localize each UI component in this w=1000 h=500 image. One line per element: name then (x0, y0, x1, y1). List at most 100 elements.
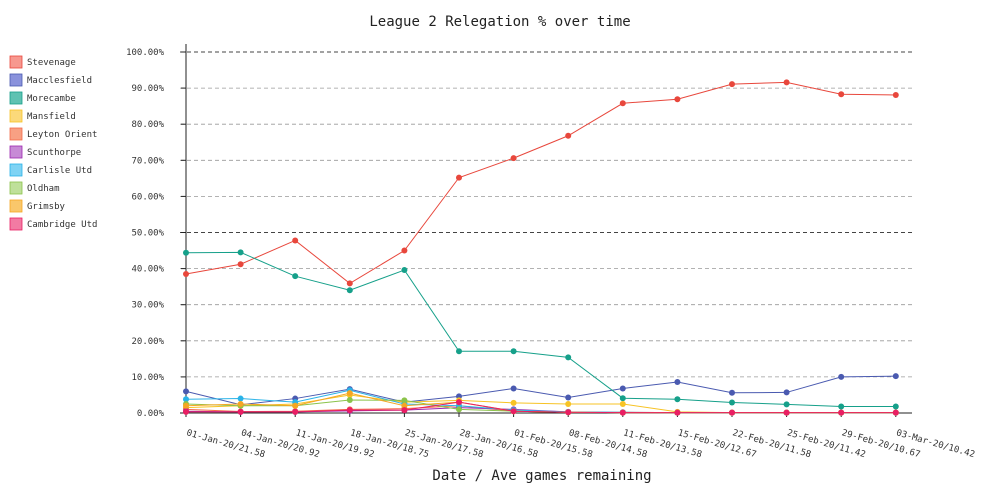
data-point (892, 409, 899, 416)
legend-label: Grimsby (27, 202, 66, 212)
data-point (346, 390, 353, 397)
data-point (456, 399, 462, 406)
legend-label: Scunthorpe (27, 148, 81, 158)
data-point (346, 280, 353, 287)
legend-label: Mansfield (27, 112, 76, 122)
data-point (619, 409, 626, 416)
data-point (292, 273, 299, 280)
data-point (674, 96, 681, 103)
chart-title: League 2 Relegation % over time (369, 14, 630, 30)
series-line (185, 375, 896, 406)
data-point (674, 396, 681, 403)
data-point (838, 403, 845, 410)
legend-label: Oldham (27, 184, 60, 194)
y-tick-label: 40.00% (131, 265, 164, 275)
data-point (401, 247, 408, 254)
data-point (783, 401, 790, 408)
data-point (510, 399, 517, 406)
data-point (183, 402, 189, 409)
legend-swatch (9, 163, 23, 177)
y-tick-label: 70.00% (131, 156, 164, 166)
data-point (346, 407, 353, 414)
series-line (185, 251, 896, 408)
legend-swatch (9, 199, 23, 213)
data-point (619, 385, 626, 392)
series-macclesfield (183, 373, 899, 408)
data-point (619, 400, 626, 407)
data-point (183, 249, 189, 256)
x-axis-label: Date / Ave games remaining (432, 468, 651, 484)
data-point (838, 91, 845, 98)
data-point (183, 271, 189, 278)
series-line (186, 401, 896, 414)
legend-swatch (9, 91, 23, 105)
legend-swatch (9, 73, 23, 87)
data-point (892, 91, 899, 98)
data-point (565, 394, 572, 401)
data-point (237, 400, 244, 407)
legend-swatch (9, 127, 23, 141)
series-morecambe (183, 249, 899, 410)
series-stevenage (183, 79, 899, 287)
data-point (729, 81, 735, 88)
data-point (292, 408, 299, 415)
data-point (292, 402, 299, 409)
data-point (510, 348, 517, 355)
data-point (892, 403, 899, 410)
y-axis-ticks: 0.00% 10.00% 20.00% 30.00% 40.00% 50.00% 60.00… (126, 48, 186, 419)
legend-label: Cambridge Utd (27, 220, 97, 230)
data-point (729, 389, 735, 396)
y-tick-label: 90.00% (131, 84, 164, 94)
data-point (292, 237, 299, 244)
data-point (565, 409, 572, 416)
data-point (892, 373, 899, 380)
data-point (619, 100, 626, 107)
data-point (183, 408, 189, 415)
data-point (401, 402, 408, 409)
legend: Stevenage Macclesfield Morecambe Mansfield L… (9, 55, 97, 231)
y-tick-label: 100.00% (126, 48, 165, 58)
legend-label: Morecambe (27, 94, 76, 104)
data-point (510, 385, 517, 392)
y-tick-label: 10.00% (131, 373, 164, 383)
data-point (619, 395, 626, 402)
legend-swatch (9, 109, 23, 123)
data-point (237, 395, 244, 402)
data-point (346, 397, 353, 404)
legend-label: Leyton Orient (27, 130, 97, 140)
y-tick-label: 50.00% (131, 229, 164, 239)
legend-label: Macclesfield (27, 76, 92, 86)
y-tick-label: 80.00% (131, 120, 164, 130)
data-point (783, 79, 790, 86)
legend-swatch (9, 55, 23, 69)
y-tick-label: 30.00% (131, 301, 164, 311)
series-line (185, 81, 896, 285)
legend-swatch (9, 217, 23, 231)
data-point (401, 267, 408, 274)
legend-swatch (9, 145, 23, 159)
data-point (456, 348, 462, 355)
data-point (565, 132, 572, 139)
axes (180, 44, 912, 417)
legend-label: Stevenage (27, 58, 76, 68)
data-point (183, 388, 189, 395)
data-point (401, 397, 408, 404)
y-tick-label: 20.00% (131, 337, 164, 347)
data-point (783, 409, 790, 416)
data-point (401, 407, 408, 414)
data-point (674, 409, 681, 416)
data-point (674, 378, 681, 385)
data-point (456, 406, 462, 413)
data-point (183, 396, 189, 403)
data-point (237, 249, 244, 256)
gridlines (180, 51, 912, 378)
legend-swatch (9, 181, 23, 195)
y-tick-label: 60.00% (131, 192, 164, 202)
series-lines (183, 79, 899, 416)
data-point (783, 389, 790, 396)
data-point (510, 155, 517, 162)
x-axis-ticks: 01-Jan-20/21.5804-Jan-20/20.9211-Jan-20/… (185, 413, 976, 460)
legend-label: Carlisle Utd (27, 166, 92, 176)
data-point (729, 399, 735, 406)
